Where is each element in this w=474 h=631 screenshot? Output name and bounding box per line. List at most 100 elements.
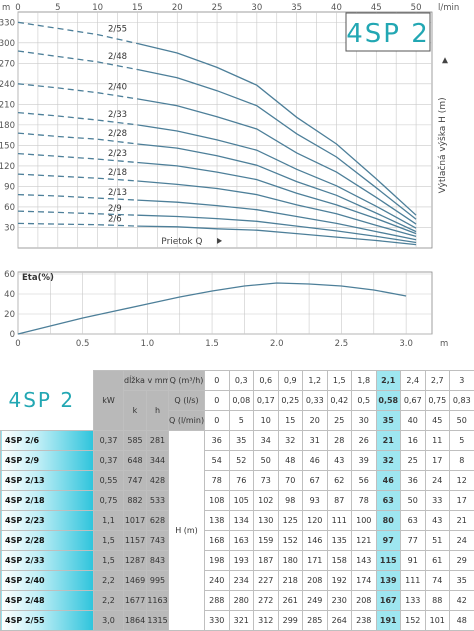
head-value: 111 — [327, 511, 352, 531]
q-lmin-value: 0 — [205, 411, 230, 431]
q-m3h-value: 3 — [450, 371, 474, 391]
x-tick-label: 0.5 — [76, 339, 90, 349]
head-value: 171 — [303, 551, 328, 571]
head-value: 180 — [278, 551, 303, 571]
head-value: 272 — [254, 591, 279, 611]
head-value: 240 — [205, 571, 230, 591]
head-value: 163 — [229, 531, 254, 551]
q-m3h-value: 1,8 — [352, 371, 377, 391]
head-value: 21 — [450, 511, 474, 531]
q-ls-value: 0,17 — [254, 391, 279, 411]
head-value: 61 — [425, 551, 450, 571]
head-value: 16 — [401, 431, 426, 451]
head-value: 21 — [376, 431, 401, 451]
y-tick-label: 330 — [0, 18, 15, 28]
head-value: 280 — [229, 591, 254, 611]
length-k: 1157 — [124, 531, 147, 551]
q-lmin-value: 35 — [376, 411, 401, 431]
length-h: 628 — [147, 511, 169, 531]
length-k: 1469 — [124, 571, 147, 591]
length-header: dĺžka v mm — [124, 371, 169, 391]
head-value: 39 — [352, 451, 377, 471]
q-ls-value: 0,75 — [425, 391, 450, 411]
head-value: 261 — [278, 591, 303, 611]
x-tick-label: 0 — [15, 339, 20, 349]
y-axis-arrow — [442, 57, 448, 63]
head-value: 143 — [352, 551, 377, 571]
pump-model: 4SP 2/6 — [1, 431, 94, 451]
series-label: 2/48 — [108, 52, 127, 62]
power-kw: 2,2 — [94, 571, 124, 591]
q-m3h-header: Q (m³/h) — [169, 371, 205, 391]
head-value: 168 — [205, 531, 230, 551]
head-value: 218 — [278, 571, 303, 591]
head-value: 115 — [376, 551, 401, 571]
head-value: 17 — [425, 451, 450, 471]
series-label: 2/28 — [108, 129, 127, 139]
length-h: 533 — [147, 491, 169, 511]
head-value: 88 — [425, 591, 450, 611]
x-tick-label: 3.0 — [399, 339, 413, 349]
y-tick-label: 60 — [4, 203, 15, 213]
power-kw: 0,75 — [94, 491, 124, 511]
head-value: 93 — [303, 491, 328, 511]
q-ls-value: 0,08 — [229, 391, 254, 411]
brand-title: 4SP 2 — [346, 19, 430, 49]
head-value: 32 — [278, 431, 303, 451]
head-value: 91 — [401, 551, 426, 571]
head-value: 43 — [425, 511, 450, 531]
q-lmin-value: 10 — [254, 411, 279, 431]
x-tick-label: 10 — [92, 3, 103, 13]
power-kw: 1,5 — [94, 531, 124, 551]
head-value: 26 — [352, 431, 377, 451]
y-tick-label: 180 — [0, 121, 15, 131]
head-value: 87 — [327, 491, 352, 511]
series-label: 2/33 — [108, 110, 127, 120]
power-kw: 1,5 — [94, 551, 124, 571]
length-h: 1163 — [147, 591, 169, 611]
head-value: 321 — [229, 611, 254, 631]
series-label: 2/9 — [108, 204, 122, 214]
length-h: 428 — [147, 471, 169, 491]
head-value: 36 — [401, 471, 426, 491]
y-tick-label: 210 — [0, 100, 15, 110]
head-value: 48 — [450, 611, 474, 631]
head-value: 78 — [205, 471, 230, 491]
head-value: 11 — [425, 431, 450, 451]
q-m3h-value: 2,4 — [401, 371, 426, 391]
q-m3h-value: 1,5 — [327, 371, 352, 391]
head-value: 77 — [401, 531, 426, 551]
head-value: 208 — [303, 571, 328, 591]
head-value: 34 — [254, 431, 279, 451]
head-value: 63 — [376, 491, 401, 511]
head-value: 76 — [229, 471, 254, 491]
head-value: 36 — [205, 431, 230, 451]
y-axis-label: Výtlačná výška H (m) — [437, 97, 448, 193]
head-value: 187 — [254, 551, 279, 571]
x-tick-label: 35 — [291, 3, 302, 13]
q-m3h-value: 0,6 — [254, 371, 279, 391]
power-kw: 1,1 — [94, 511, 124, 531]
pump-model: 4SP 2/18 — [1, 491, 94, 511]
q-ls-value: 0,5 — [352, 391, 377, 411]
head-value: 285 — [303, 611, 328, 631]
head-value: 98 — [278, 491, 303, 511]
head-value: 146 — [303, 531, 328, 551]
head-value: 70 — [278, 471, 303, 491]
series-label: 2/6 — [108, 215, 122, 225]
q-lmin-value: 20 — [303, 411, 328, 431]
head-value: 111 — [401, 571, 426, 591]
head-value: 192 — [327, 571, 352, 591]
head-value: 35 — [229, 431, 254, 451]
head-value: 56 — [352, 471, 377, 491]
power-kw: 0,37 — [94, 451, 124, 471]
x-tick-label: 20 — [172, 3, 183, 13]
head-value: 135 — [327, 531, 352, 551]
